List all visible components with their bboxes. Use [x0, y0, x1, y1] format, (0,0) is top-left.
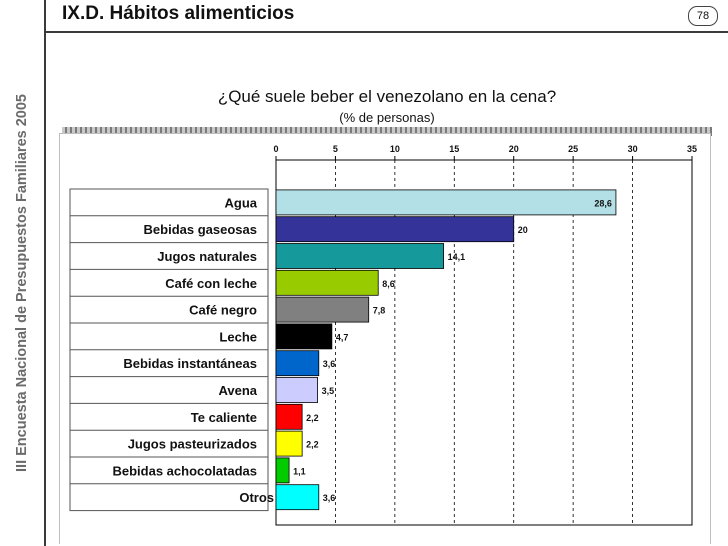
category-label: Café negro: [189, 303, 257, 318]
data-label: 14,1: [448, 252, 466, 262]
x-tick-label: 10: [390, 144, 400, 154]
bar: [275, 189, 617, 216]
data-label: 2,2: [306, 440, 319, 450]
data-label: 3,5: [322, 386, 335, 396]
bar: [275, 377, 318, 403]
x-tick-label: 25: [568, 144, 578, 154]
bar: [275, 269, 379, 296]
category-label: Avena: [218, 383, 257, 398]
bar: [275, 216, 515, 243]
chart-subtitle: (% de personas): [339, 110, 435, 125]
x-tick-label: 0: [273, 144, 278, 154]
x-tick-label: 15: [449, 144, 459, 154]
bar: [275, 296, 370, 323]
x-tick-label: 20: [509, 144, 519, 154]
data-label: 1,1: [293, 466, 306, 476]
header-divider: [46, 31, 728, 33]
page-title: IX.D. Hábitos alimenticios: [62, 3, 295, 24]
chart-frame-shadow: [62, 127, 712, 136]
data-label: 8,6: [382, 279, 395, 289]
bar: [275, 403, 303, 430]
data-label: 7,8: [373, 306, 386, 316]
bar: [275, 350, 320, 377]
chart-title: ¿Qué suele beber el venezolano en la cen…: [217, 87, 557, 106]
data-label: 2,2: [306, 413, 319, 423]
data-label: 20: [518, 225, 528, 235]
x-tick-label: 5: [333, 144, 338, 154]
category-label: Jugos naturales: [157, 249, 257, 264]
page-number-badge: 78: [688, 6, 718, 26]
data-label: 28,6: [594, 198, 612, 208]
category-label: Otros: [239, 490, 274, 505]
category-label: Agua: [225, 195, 258, 210]
category-label: Bebidas gaseosas: [144, 222, 257, 237]
data-label: 4,7: [336, 332, 349, 342]
side-divider: [44, 0, 46, 546]
bar: [275, 430, 303, 457]
data-label: 3,6: [323, 359, 336, 369]
bar: [275, 243, 444, 269]
category-label: Bebidas instantáneas: [123, 356, 257, 371]
bar: [275, 457, 290, 484]
bar: [275, 484, 320, 511]
category-label: Jugos pasteurizados: [128, 437, 257, 452]
x-tick-label: 35: [687, 144, 697, 154]
category-label: Leche: [219, 329, 257, 344]
category-label: Te caliente: [191, 410, 257, 425]
category-label: Café con leche: [165, 276, 257, 291]
category-label: Bebidas achocolatadas: [113, 463, 258, 478]
x-tick-label: 30: [628, 144, 638, 154]
data-label: 3,6: [323, 493, 336, 503]
bar: [275, 323, 333, 350]
